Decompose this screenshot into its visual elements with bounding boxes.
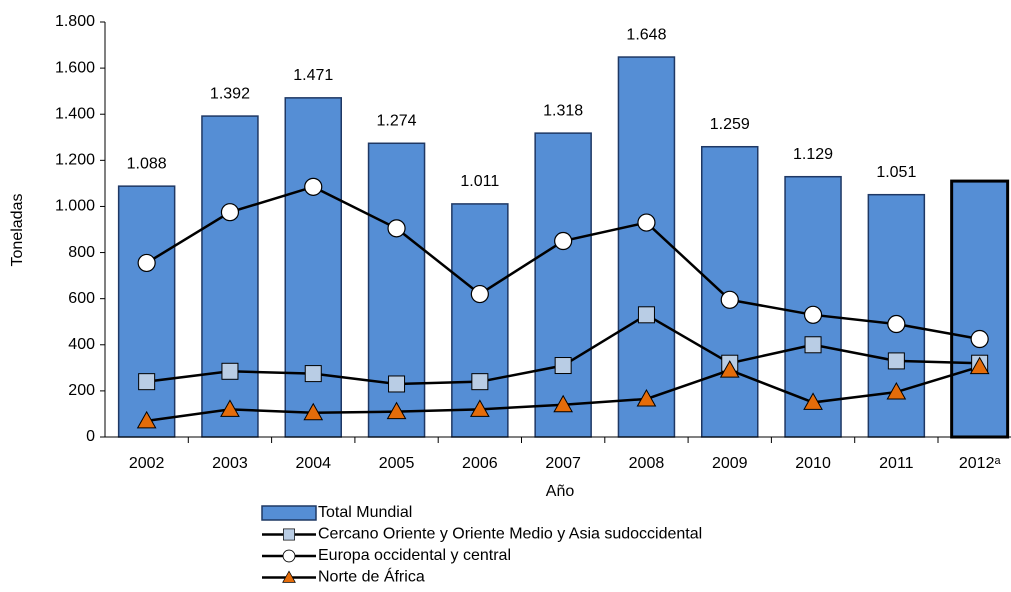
x-tick-label: 2005 bbox=[379, 455, 415, 472]
marker bbox=[220, 203, 240, 222]
value-label: 1.648 bbox=[626, 26, 666, 43]
marker bbox=[136, 410, 157, 429]
x-tick-label: 2008 bbox=[629, 455, 665, 472]
bar bbox=[950, 179, 1010, 439]
marker bbox=[554, 357, 572, 375]
x-tick-label: 2011 bbox=[879, 455, 914, 472]
x-tick-label: 2003 bbox=[212, 455, 248, 472]
value-label: 1.011 bbox=[460, 173, 499, 190]
marker bbox=[804, 336, 822, 354]
marker bbox=[220, 399, 240, 417]
bar bbox=[367, 142, 426, 438]
value-label: 1.274 bbox=[377, 112, 417, 129]
marker bbox=[887, 352, 905, 370]
y-axis-label: Toneladas bbox=[9, 194, 26, 267]
marker bbox=[553, 394, 574, 413]
y-tick-label: 1.000 bbox=[55, 198, 95, 215]
marker bbox=[803, 392, 823, 410]
legend-label: Cercano Oriente y Oriente Medio y Asia s… bbox=[318, 526, 702, 543]
x-tick-label: 2006 bbox=[462, 455, 498, 472]
marker bbox=[637, 306, 655, 324]
marker bbox=[637, 213, 656, 232]
y-tick-label: 1.200 bbox=[55, 152, 95, 169]
marker bbox=[720, 290, 739, 309]
marker bbox=[138, 373, 156, 391]
y-tick-label: 800 bbox=[68, 244, 95, 261]
marker bbox=[471, 373, 489, 391]
y-tick-label: 1.600 bbox=[55, 59, 95, 76]
marker bbox=[386, 401, 407, 420]
x-tick-label: 2012ᵃ bbox=[959, 455, 1002, 472]
value-label: 1.259 bbox=[710, 116, 750, 133]
bar bbox=[617, 56, 676, 438]
x-tick-label: 2002 bbox=[129, 455, 165, 472]
marker bbox=[303, 402, 324, 421]
marker bbox=[388, 375, 406, 393]
marker bbox=[137, 253, 156, 273]
y-tick-label: 0 bbox=[86, 428, 95, 445]
marker bbox=[304, 177, 323, 196]
marker bbox=[221, 362, 239, 380]
value-label: 1.318 bbox=[543, 102, 583, 119]
value-label: 1.471 bbox=[293, 67, 333, 84]
bar bbox=[451, 203, 509, 438]
y-tick-label: 200 bbox=[68, 382, 95, 399]
x-tick-label: 2007 bbox=[545, 455, 581, 472]
legend-swatch bbox=[261, 505, 317, 521]
bar bbox=[534, 132, 592, 438]
marker bbox=[887, 314, 906, 334]
y-tick-label: 1.400 bbox=[55, 105, 95, 122]
marker bbox=[969, 356, 990, 375]
legend-marker bbox=[282, 570, 296, 583]
marker bbox=[470, 284, 489, 304]
marker bbox=[886, 382, 907, 400]
y-tick-label: 400 bbox=[68, 336, 95, 353]
value-label: 1.088 bbox=[127, 155, 167, 172]
bar bbox=[284, 97, 342, 438]
legend-label: Europa occidental y central bbox=[318, 547, 511, 564]
value-label: 1.392 bbox=[210, 85, 250, 102]
marker bbox=[304, 365, 322, 383]
marker bbox=[970, 329, 989, 349]
marker bbox=[719, 360, 740, 378]
marker bbox=[803, 305, 823, 324]
legend-marker bbox=[283, 528, 295, 541]
x-axis-label: Año bbox=[546, 483, 575, 500]
value-label: 1.129 bbox=[793, 146, 833, 163]
legend-label: Norte de África bbox=[318, 567, 425, 586]
marker bbox=[554, 231, 573, 251]
marker bbox=[636, 388, 657, 407]
x-tick-label: 2009 bbox=[712, 455, 748, 472]
x-tick-label: 2004 bbox=[295, 455, 331, 472]
x-tick-label: 2010 bbox=[795, 455, 831, 472]
y-tick-label: 1.800 bbox=[55, 13, 95, 30]
bar bbox=[201, 115, 259, 438]
value-label: 1.051 bbox=[876, 164, 916, 181]
y-tick-label: 600 bbox=[68, 290, 95, 307]
legend-marker bbox=[282, 549, 296, 563]
bar bbox=[117, 185, 176, 438]
legend-label: Total Mundial bbox=[318, 504, 412, 521]
marker bbox=[469, 399, 490, 417]
marker bbox=[387, 219, 406, 238]
